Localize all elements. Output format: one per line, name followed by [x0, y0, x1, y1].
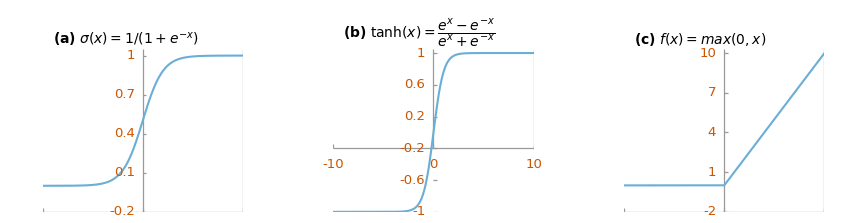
Text: 1: 1 — [127, 49, 135, 62]
Text: 0.7: 0.7 — [114, 88, 135, 101]
Text: 7: 7 — [708, 86, 717, 99]
Text: -1: -1 — [412, 205, 426, 218]
Text: -0.6: -0.6 — [400, 173, 426, 187]
Text: 10: 10 — [700, 47, 717, 60]
Text: 0: 0 — [720, 222, 728, 223]
Text: -2: -2 — [703, 205, 717, 218]
Text: -10: -10 — [31, 222, 54, 223]
Text: 0.2: 0.2 — [405, 110, 426, 123]
Text: 0: 0 — [429, 158, 438, 171]
Text: $\mathbf{(a)}$ $\sigma(x) = 1/(1 + e^{-x})$: $\mathbf{(a)}$ $\sigma(x) = 1/(1 + e^{-x… — [53, 30, 198, 48]
Text: $\mathbf{(b)}$ $\mathrm{tanh}(x) = \dfrac{e^x - e^{-x}}{e^x + e^{-x}}$: $\mathbf{(b)}$ $\mathrm{tanh}(x) = \dfra… — [343, 18, 496, 49]
Text: 0.6: 0.6 — [405, 78, 426, 91]
Text: 0.1: 0.1 — [114, 166, 135, 179]
Text: 0.4: 0.4 — [114, 127, 135, 140]
Text: 1: 1 — [708, 166, 717, 179]
Text: -10: -10 — [322, 158, 344, 171]
Text: -10: -10 — [613, 222, 635, 223]
Text: 4: 4 — [708, 126, 717, 139]
Text: 0: 0 — [139, 222, 147, 223]
Text: 1: 1 — [417, 47, 426, 60]
Text: $\mathbf{(c)}$ $f(x) = \mathit{max}(0, x)$: $\mathbf{(c)}$ $f(x) = \mathit{max}(0, x… — [634, 31, 766, 47]
Text: 10: 10 — [816, 222, 833, 223]
Text: 10: 10 — [235, 222, 252, 223]
Text: -0.2: -0.2 — [109, 205, 135, 218]
Text: -0.2: -0.2 — [400, 142, 426, 155]
Text: 10: 10 — [525, 158, 542, 171]
